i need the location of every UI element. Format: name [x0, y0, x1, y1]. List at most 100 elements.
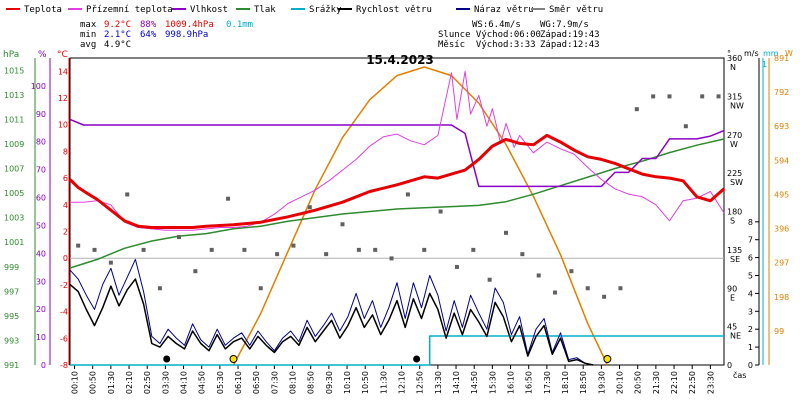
- legend-label: Náraz větru: [474, 5, 534, 15]
- x-tick: 09:30: [325, 371, 334, 394]
- w-tick: 495: [774, 190, 789, 199]
- wind-direction-point: [405, 192, 410, 197]
- x-tick: 06:10: [234, 371, 243, 394]
- pct-tick: 0: [41, 361, 46, 370]
- right-axis-unit: m/s: [744, 49, 759, 58]
- x-tick: 22:10: [670, 371, 679, 394]
- wind-direction-point: [177, 235, 181, 240]
- hpa-tick: 1001: [4, 238, 24, 247]
- ms-tick: 1: [748, 343, 753, 352]
- x-tick: 10:10: [343, 371, 352, 394]
- stats-min-hum: 64%: [140, 30, 157, 40]
- dir-tick: 270: [727, 131, 742, 140]
- wind-direction-point: [667, 94, 672, 99]
- pct-tick: 100: [31, 82, 46, 91]
- wind-direction-point: [700, 94, 705, 99]
- wind-direction-point: [651, 94, 656, 99]
- mm-tick: 1: [762, 60, 767, 69]
- wind-direction-point: [157, 286, 162, 291]
- x-tick: 20:10: [616, 371, 625, 394]
- w-tick: 198: [774, 293, 789, 302]
- pct-tick: 80: [36, 138, 46, 147]
- x-tick: 10:50: [361, 371, 370, 394]
- wind-direction-point: [108, 260, 113, 265]
- ms-tick: 3: [748, 307, 753, 316]
- stats-min-temp: 2.1°C: [104, 30, 131, 40]
- x-tick: 07:30: [270, 371, 279, 394]
- x-tick: 19:30: [597, 371, 606, 394]
- wind-direction-point: [291, 243, 296, 248]
- temp-tick: 12: [58, 94, 68, 103]
- stats-moonset: Západ:12:43: [540, 40, 600, 50]
- legend-label: Rychlost větru: [356, 5, 432, 15]
- legend-label: Srážky: [309, 5, 342, 15]
- legend-label: Tlak: [254, 5, 276, 15]
- x-tick: 18:10: [561, 371, 570, 394]
- pct-tick: 70: [36, 166, 46, 175]
- series-line: [70, 70, 725, 231]
- x-tick: 01:30: [107, 371, 116, 394]
- x-tick: 16:10: [507, 371, 516, 394]
- x-tick: 02:50: [143, 371, 152, 394]
- x-tick: 08:50: [307, 371, 316, 394]
- w-tick: 693: [774, 122, 789, 131]
- pct-tick: 50: [36, 221, 46, 230]
- stats-gust: WG:7.9m/s: [540, 20, 589, 30]
- wind-direction-point: [422, 247, 427, 252]
- x-tick: 04:50: [198, 371, 207, 394]
- wind-direction-point: [618, 286, 623, 291]
- series-line: [232, 66, 609, 366]
- wind-direction-point: [504, 230, 508, 235]
- wind-direction-point: [683, 124, 688, 129]
- w-tick: 396: [774, 225, 789, 234]
- axes: hPa% °C ° m/s mm W101510131011100910071005100…: [3, 49, 793, 370]
- wind-direction-point: [258, 286, 263, 291]
- dir-tick: 360: [727, 54, 742, 63]
- left-axis-unit: hPa: [3, 50, 19, 60]
- temp-tick: 2: [63, 228, 68, 237]
- x-tick: 04:10: [180, 371, 189, 394]
- hpa-tick: 995: [4, 312, 19, 321]
- dir-tick: 135: [727, 246, 742, 255]
- x-tick: 08:10: [289, 371, 298, 394]
- w-tick: 297: [774, 259, 789, 268]
- dir-tick: 225: [727, 169, 742, 178]
- x-tick: 05:30: [216, 371, 225, 394]
- right-axis-unit: W: [785, 49, 793, 58]
- dir-tick: 0: [727, 361, 732, 370]
- x-tick: 14:10: [452, 371, 461, 394]
- legend-label: Teplota: [24, 5, 62, 15]
- x-tick: 00:50: [89, 371, 98, 394]
- x-tick: 11:30: [379, 371, 388, 394]
- hpa-tick: 1015: [4, 66, 24, 75]
- dir-letter: SE: [730, 255, 740, 264]
- stats-sunset: Západ:19:43: [540, 30, 600, 40]
- stats-avg-label: avg: [80, 40, 96, 50]
- x-tick: 22:50: [688, 371, 697, 394]
- x-tick: 13:30: [434, 371, 443, 394]
- w-tick: 594: [774, 156, 789, 165]
- ms-tick: 8: [748, 218, 753, 227]
- temp-tick: 0: [63, 254, 68, 263]
- dir-letter: NW: [730, 101, 744, 110]
- pct-tick: 60: [36, 194, 46, 203]
- legend-label: Přízemní teplota: [86, 5, 173, 15]
- stats-avg-temp: 4.9°C: [104, 40, 131, 50]
- x-tick: 15:30: [488, 371, 497, 394]
- wind-direction-point: [340, 222, 345, 227]
- hpa-tick: 993: [4, 336, 19, 345]
- series-line: [70, 335, 724, 366]
- x-tick: 14:50: [470, 371, 479, 394]
- wind-direction-point: [536, 273, 541, 278]
- w-tick: 99: [774, 327, 784, 336]
- pct-tick: 40: [36, 249, 46, 258]
- wind-direction-point: [141, 247, 146, 252]
- hpa-tick: 1013: [4, 91, 24, 100]
- temp-tick: -6: [60, 334, 68, 343]
- ms-tick: 7: [748, 236, 753, 245]
- ms-tick: 6: [748, 254, 753, 263]
- series-line: [69, 278, 594, 366]
- stats-max-temp: 9.2°C: [104, 20, 131, 30]
- x-tick: 16:50: [525, 371, 534, 394]
